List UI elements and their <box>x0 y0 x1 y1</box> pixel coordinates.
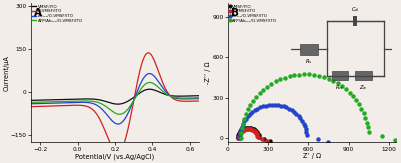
X-axis label: Z’ / Ω: Z’ / Ω <box>303 153 321 159</box>
Y-axis label: Current/μA: Current/μA <box>4 55 10 91</box>
Legend: VMSF/ITO, O-VMSF/ITO, Ab₀₀₁/O-VMSF/ITO, AFP/Ab₀₀₁/O-VMSF/ITO: VMSF/ITO, O-VMSF/ITO, Ab₀₀₁/O-VMSF/ITO, … <box>229 5 277 23</box>
Text: A: A <box>34 8 43 18</box>
Y-axis label: -Z’’ / Ω: -Z’’ / Ω <box>205 62 211 84</box>
Text: B: B <box>231 8 239 18</box>
X-axis label: Potential/V (vs.Ag/AgCl): Potential/V (vs.Ag/AgCl) <box>75 153 155 160</box>
Legend: VMSF/ITO, O-VMSF/ITO, Ab₀₀₁/O-VMSF/ITO, AFP/Ab₀₀₁/O-VMSF/ITO: VMSF/ITO, O-VMSF/ITO, Ab₀₀₁/O-VMSF/ITO, … <box>32 5 83 23</box>
